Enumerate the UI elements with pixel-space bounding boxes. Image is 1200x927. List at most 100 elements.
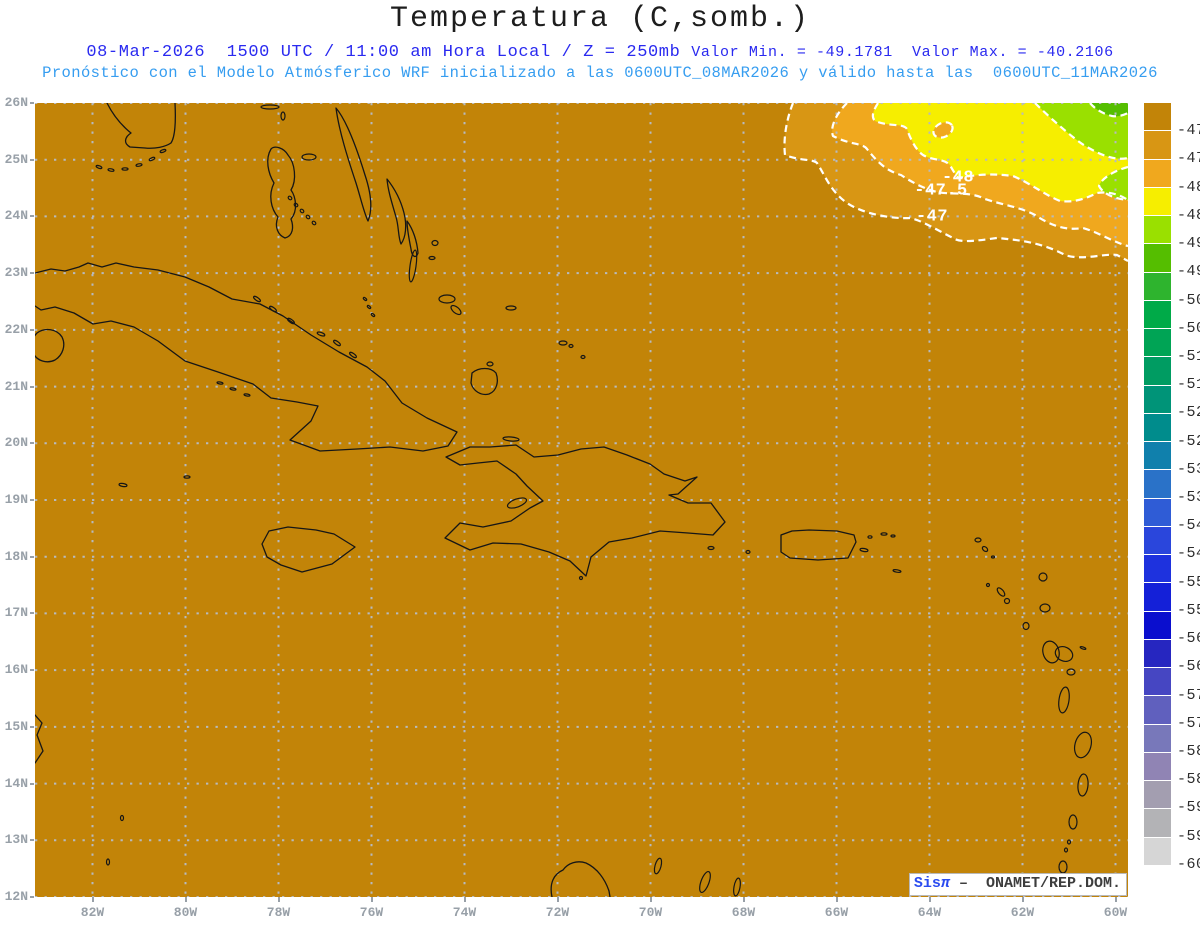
island-outline (183, 475, 191, 479)
island-outline (580, 354, 586, 360)
colorbar-tick-label: -59 (1177, 799, 1200, 817)
island-outline (1066, 839, 1072, 845)
band-minus48p5-wedge (1099, 167, 1128, 200)
island-outline (1003, 597, 1011, 605)
island-outline (1079, 646, 1087, 650)
island-outline (892, 569, 902, 573)
graticule (35, 102, 1128, 898)
coast-cuba (34, 262, 458, 452)
coast-great-inagua (470, 367, 498, 396)
island-outline (1042, 640, 1060, 664)
colorbar-tick-label: -49.5 (1177, 263, 1200, 281)
colorbar-tick-label: -50.5 (1177, 319, 1200, 337)
watermark-brand: Sis (913, 875, 941, 892)
colorbar-segment (1144, 158, 1171, 187)
lat-tick-mark (30, 272, 34, 275)
lat-tick-mark (30, 612, 34, 615)
lon-label: 80W (173, 905, 198, 920)
island-outline (107, 168, 115, 172)
island-outline (362, 296, 368, 302)
lat-label: 15N (4, 718, 28, 734)
colorbar-segment (1144, 328, 1171, 357)
island-outline (428, 255, 436, 261)
contour-value-label: -47 (915, 207, 949, 227)
colorbar-segment (1144, 638, 1171, 667)
colorbar-segment (1144, 412, 1171, 441)
coast-eleuthera (386, 178, 407, 245)
lon-label: 76W (359, 905, 384, 920)
colorbar-segment (1144, 215, 1171, 244)
lon-label: 60W (1103, 905, 1128, 920)
lat-tick-mark (30, 158, 34, 161)
island-outline (253, 295, 261, 303)
lat-label: 23N (4, 265, 28, 281)
colorbar-tick-label: -49 (1177, 235, 1200, 253)
lat-tick-mark (30, 102, 34, 104)
island-outline (299, 208, 305, 214)
band-minus48p5 (1035, 103, 1128, 159)
colorbar-tick-label: -58.5 (1177, 771, 1200, 789)
island-outline (502, 436, 520, 442)
island-outline (216, 381, 224, 385)
island-outline (890, 534, 896, 538)
colorbar-tick-label: -53.5 (1177, 489, 1200, 507)
island-outline (745, 549, 751, 555)
coast-jamaica (261, 526, 356, 573)
colorbar-segment (1144, 667, 1171, 696)
coast-abaco (335, 107, 372, 222)
colorbar-tick-label: -52 (1177, 404, 1200, 422)
watermark-box: Sisπ – ONAMET/REP.DOM. (909, 873, 1127, 896)
coast-cat-island (406, 220, 419, 258)
map-area (30, 102, 1129, 898)
contour-minus48-line (871, 102, 1129, 203)
island-outline (880, 532, 888, 536)
lat-label: 25N (4, 151, 28, 167)
colorbar-segment (1144, 610, 1171, 639)
island-outline (431, 239, 439, 247)
lat-tick-mark (30, 895, 34, 898)
colorbar-tick-label: -60 (1177, 855, 1200, 873)
island-outline (568, 343, 574, 349)
colorbar-tick-label: -57 (1177, 686, 1200, 704)
lon-label: 66W (824, 905, 849, 920)
lat-tick-mark (30, 555, 34, 558)
island-outline (135, 163, 143, 167)
lat-tick-mark (30, 782, 34, 785)
lon-label: 82W (80, 905, 105, 920)
island-outline (867, 535, 873, 539)
colorbar-tick-label: -57.5 (1177, 714, 1200, 732)
contour-value-label: -48 (941, 168, 975, 188)
coast-florida-tip (106, 102, 177, 149)
lon-tick-mark (370, 897, 373, 902)
colorbar (1144, 103, 1171, 893)
colorbar-segment (1144, 808, 1171, 837)
colorbar-segment (1144, 836, 1171, 865)
contour-minus49-line (1089, 102, 1129, 118)
subtitle-model-info: Pronóstico con el Modelo Atmósferico WRF… (42, 64, 1158, 82)
colorbar-tick-label: -48 (1177, 178, 1200, 196)
lon-tick-mark (835, 897, 838, 902)
island-outline (1058, 686, 1070, 714)
lat-label: 16N (4, 662, 28, 678)
colorbar-tick-label: -56 (1177, 630, 1200, 648)
colorbar-segment (1144, 243, 1171, 272)
island-outline (505, 305, 517, 311)
colorbar-tick-label: -55.5 (1177, 602, 1200, 620)
colorbar-tick-label: -47 (1177, 122, 1200, 140)
island-outline (1068, 814, 1078, 830)
pi-icon: π (940, 875, 950, 892)
coast-hispaniola (444, 444, 726, 577)
band-minus49 (1090, 103, 1128, 117)
island-outline (287, 195, 293, 201)
colorbar-tick-label: -58 (1177, 743, 1200, 761)
island-outline (1039, 603, 1051, 613)
island-outline (558, 340, 568, 346)
colorbar-tick-label: -54.5 (1177, 545, 1200, 563)
island-outline (996, 587, 1006, 597)
watermark-dash: – (958, 875, 968, 892)
colorbar-segment (1144, 271, 1171, 300)
page-title: Temperatura (C,somb.) (389, 2, 811, 36)
lon-tick-mark (742, 897, 745, 902)
colorbar-tick-label: -54 (1177, 517, 1200, 535)
